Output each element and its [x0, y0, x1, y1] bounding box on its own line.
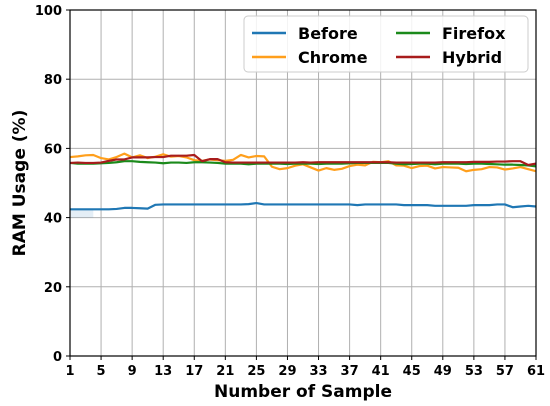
y-axis-title: RAM Usage (%): [10, 110, 30, 257]
x-tick-label: 5: [97, 364, 106, 379]
series-line-firefox: [69, 160, 537, 168]
x-tick-label: 41: [372, 364, 390, 379]
y-tick-label: 40: [44, 212, 62, 227]
y-tick-label: 20: [44, 281, 62, 296]
x-tick-label: 17: [185, 364, 203, 379]
x-tick-label: 21: [216, 364, 234, 379]
x-tick-label: 33: [309, 364, 327, 379]
legend: Before Firefox Chrome Hybrid: [243, 15, 529, 73]
legend-label-chrome: Chrome: [298, 48, 368, 67]
y-tick-label: 80: [44, 73, 62, 88]
y-tick-labels: 0 20 40 60 80 100: [35, 4, 62, 365]
x-tick-label: 25: [247, 364, 265, 379]
x-axis-title: Number of Sample: [214, 382, 392, 402]
x-tick-label: 9: [128, 364, 137, 379]
plot-frame: [69, 9, 537, 357]
x-tick-label: 45: [403, 364, 421, 379]
legend-label-before: Before: [298, 24, 358, 43]
tick-marks: [66, 9, 537, 360]
x-tick-label: 53: [465, 364, 483, 379]
x-tick-label: 29: [278, 364, 296, 379]
y-tick-label: 60: [44, 142, 62, 157]
legend-label-hybrid: Hybrid: [442, 48, 502, 67]
x-tick-label: 49: [434, 364, 452, 379]
before-fill-area: [70, 209, 94, 218]
x-tick-label: 61: [527, 364, 545, 379]
x-tick-label: 1: [65, 364, 74, 379]
legend-box: [243, 15, 529, 73]
y-tick-label: 100: [35, 4, 62, 19]
x-tick-label: 37: [341, 364, 359, 379]
x-tick-label: 57: [496, 364, 514, 379]
fill-layer: [70, 209, 94, 218]
x-tick-labels: 1 5 9 13 17 21 25 29 33 37 41 45 49 53 57 61: [65, 364, 545, 379]
series-line-hybrid: [69, 153, 537, 167]
legend-label-firefox: Firefox: [442, 24, 506, 43]
x-tick-label: 13: [154, 364, 172, 379]
series-lines: [69, 152, 537, 211]
y-tick-label: 0: [53, 350, 62, 365]
series-line-before: [70, 201, 537, 211]
